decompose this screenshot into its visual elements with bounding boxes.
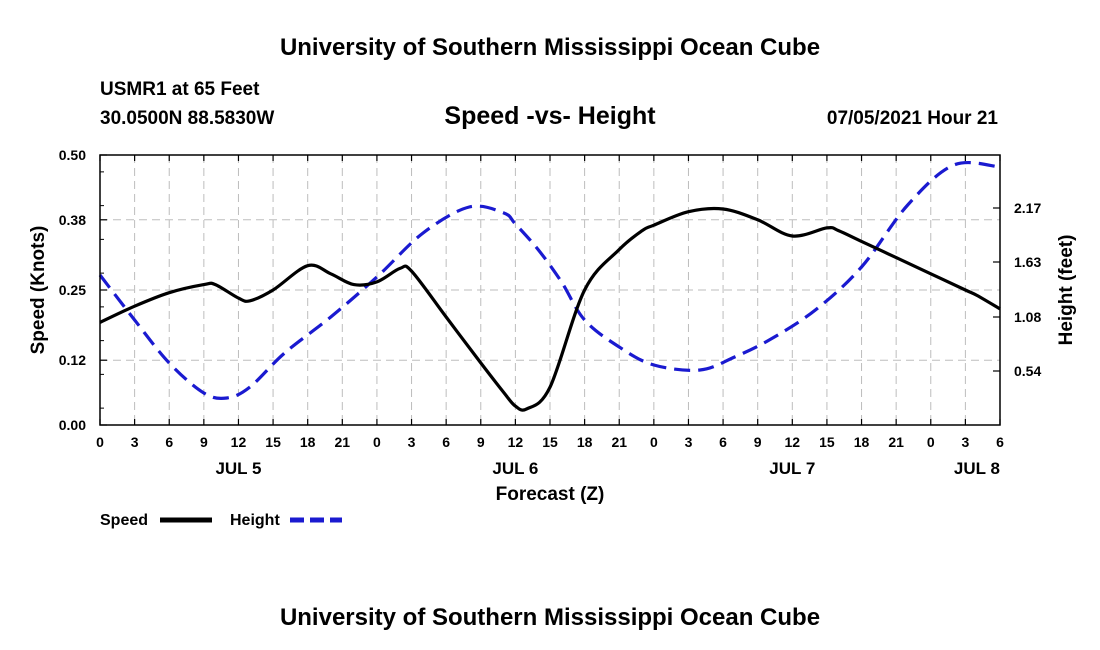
axes: 0 3 6 9 12 15 18 21 0 3 6 9 12 15 18 21 0 3 6 9 12 15 18 21 0 3 6 0… <box>59 147 1042 478</box>
x-tick-label: 12 <box>508 434 524 450</box>
series-line-speed <box>99 206 1001 412</box>
station-label: USMR1 at 65 Feet <box>100 79 260 100</box>
x-tick-label: 6 <box>442 434 450 450</box>
x-tick-label: 3 <box>961 434 969 450</box>
x-tick-label: 12 <box>785 434 801 450</box>
series-line-height <box>98 160 1001 401</box>
y2-axis-label: Height (feet) <box>1056 235 1077 346</box>
forecast-datetime: 07/05/2021 Hour 21 <box>827 108 999 129</box>
x-tick-label: 6 <box>719 434 727 450</box>
day-label: JUL 5 <box>215 459 261 478</box>
x-tick-label: 3 <box>685 434 693 450</box>
y-tick-label: 0.50 <box>59 147 86 163</box>
day-label: JUL 7 <box>769 459 815 478</box>
x-tick-label: 18 <box>300 434 316 450</box>
legend-height-label: Height <box>230 512 280 529</box>
series-layer <box>98 160 1001 412</box>
page-title: University of Southern Mississippi Ocean… <box>280 34 820 61</box>
day-label: JUL 6 <box>492 459 538 478</box>
x-tick-label: 0 <box>96 434 104 450</box>
x-tick-label: 15 <box>542 434 558 450</box>
y2-tick-label: 1.63 <box>1014 254 1041 270</box>
y2-tick-label: 2.17 <box>1014 200 1041 216</box>
x-tick-label: 15 <box>265 434 281 450</box>
x-axis-label: Forecast (Z) <box>496 484 605 505</box>
x-tick-label: 21 <box>888 434 904 450</box>
footer-title: University of Southern Mississippi Ocean… <box>280 604 820 631</box>
y-tick-label: 0.12 <box>59 352 86 368</box>
x-tick-label: 3 <box>131 434 139 450</box>
legend-speed-label: Speed <box>100 512 148 529</box>
y-axis-label: Speed (Knots) <box>28 226 49 355</box>
x-tick-label: 9 <box>200 434 208 450</box>
x-tick-label: 9 <box>477 434 485 450</box>
x-tick-label: 18 <box>577 434 593 450</box>
coordinates-label: 30.0500N 88.5830W <box>100 108 274 129</box>
x-tick-label: 18 <box>854 434 870 450</box>
legend: Speed Height <box>100 512 342 529</box>
y-tick-label: 0.38 <box>59 212 86 228</box>
x-tick-label: 6 <box>165 434 173 450</box>
x-tick-label: 15 <box>819 434 835 450</box>
y2-tick-label: 0.54 <box>1014 363 1041 379</box>
x-tick-label: 0 <box>927 434 935 450</box>
y-tick-label: 0.25 <box>59 282 86 298</box>
x-tick-label: 21 <box>611 434 627 450</box>
x-tick-label: 12 <box>231 434 247 450</box>
x-tick-label: 6 <box>996 434 1004 450</box>
x-tick-label: 0 <box>373 434 381 450</box>
day-label: JUL 8 <box>954 459 1000 478</box>
x-tick-label: 0 <box>650 434 658 450</box>
x-tick-label: 3 <box>408 434 416 450</box>
x-tick-label: 21 <box>335 434 351 450</box>
chart-title: Speed -vs- Height <box>444 102 656 130</box>
x-tick-label: 9 <box>754 434 762 450</box>
y2-tick-label: 1.08 <box>1014 309 1041 325</box>
y-tick-label: 0.00 <box>59 417 86 433</box>
